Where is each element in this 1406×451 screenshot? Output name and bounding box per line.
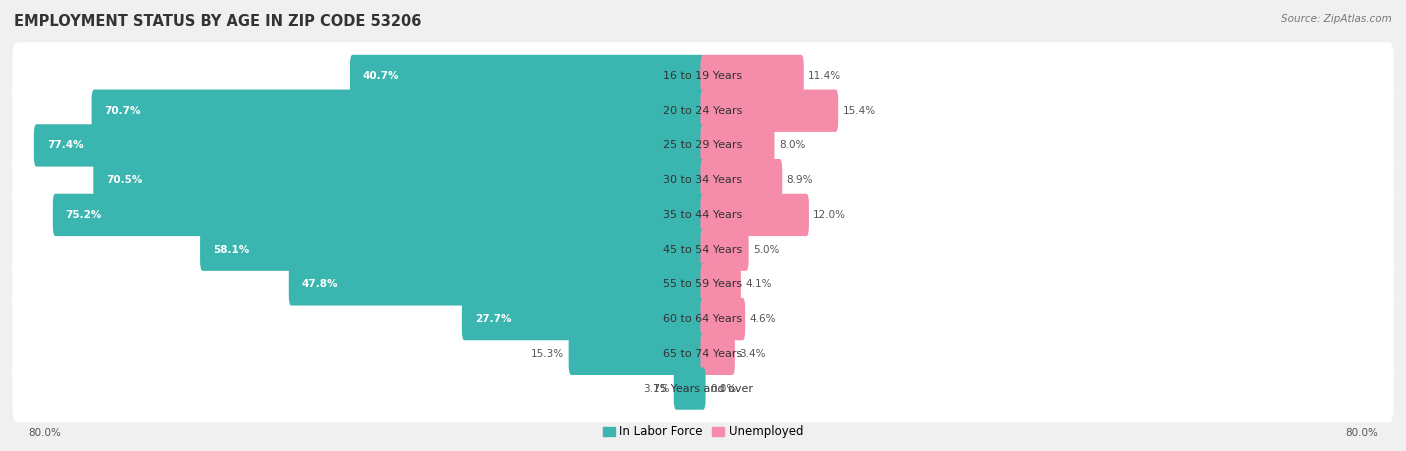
Text: 4.1%: 4.1% [745,279,772,290]
Text: Source: ZipAtlas.com: Source: ZipAtlas.com [1281,14,1392,23]
Text: 45 to 54 Years: 45 to 54 Years [664,244,742,255]
Text: 35 to 44 Years: 35 to 44 Years [664,210,742,220]
Text: 80.0%: 80.0% [28,428,60,438]
Text: 8.0%: 8.0% [779,140,806,151]
FancyBboxPatch shape [700,90,838,132]
FancyBboxPatch shape [91,90,706,132]
Text: 4.6%: 4.6% [749,314,776,324]
FancyBboxPatch shape [13,181,1393,249]
Text: 70.7%: 70.7% [104,106,141,116]
FancyBboxPatch shape [13,320,1393,387]
FancyBboxPatch shape [700,194,808,236]
Text: 8.9%: 8.9% [786,175,813,185]
FancyBboxPatch shape [568,333,706,375]
Text: 20 to 24 Years: 20 to 24 Years [664,106,742,116]
FancyBboxPatch shape [700,298,745,340]
FancyBboxPatch shape [673,368,706,410]
FancyBboxPatch shape [13,285,1393,353]
Text: 40.7%: 40.7% [363,71,399,81]
Text: 3.1%: 3.1% [643,383,669,394]
FancyBboxPatch shape [13,355,1393,422]
Text: 55 to 59 Years: 55 to 59 Years [664,279,742,290]
FancyBboxPatch shape [700,263,741,305]
Legend: In Labor Force, Unemployed: In Labor Force, Unemployed [598,420,808,443]
FancyBboxPatch shape [288,263,706,305]
Text: 30 to 34 Years: 30 to 34 Years [664,175,742,185]
Text: 11.4%: 11.4% [808,71,841,81]
FancyBboxPatch shape [93,159,706,201]
FancyBboxPatch shape [13,42,1393,110]
FancyBboxPatch shape [700,333,735,375]
FancyBboxPatch shape [53,194,706,236]
Text: EMPLOYMENT STATUS BY AGE IN ZIP CODE 53206: EMPLOYMENT STATUS BY AGE IN ZIP CODE 532… [14,14,422,28]
FancyBboxPatch shape [700,159,782,201]
Text: 15.3%: 15.3% [531,349,564,359]
Text: 0.0%: 0.0% [710,383,737,394]
FancyBboxPatch shape [13,77,1393,144]
FancyBboxPatch shape [13,112,1393,179]
Text: 70.5%: 70.5% [107,175,142,185]
FancyBboxPatch shape [13,216,1393,283]
Text: 25 to 29 Years: 25 to 29 Years [664,140,742,151]
Text: 3.4%: 3.4% [740,349,766,359]
Text: 15.4%: 15.4% [842,106,876,116]
Text: 75 Years and over: 75 Years and over [652,383,754,394]
FancyBboxPatch shape [700,124,775,166]
FancyBboxPatch shape [200,229,706,271]
FancyBboxPatch shape [350,55,706,97]
FancyBboxPatch shape [461,298,706,340]
Text: 12.0%: 12.0% [813,210,846,220]
FancyBboxPatch shape [700,229,748,271]
FancyBboxPatch shape [13,147,1393,214]
Text: 58.1%: 58.1% [212,244,249,255]
Text: 75.2%: 75.2% [66,210,103,220]
Text: 60 to 64 Years: 60 to 64 Years [664,314,742,324]
Text: 5.0%: 5.0% [754,244,779,255]
Text: 65 to 74 Years: 65 to 74 Years [664,349,742,359]
FancyBboxPatch shape [34,124,706,166]
Text: 47.8%: 47.8% [302,279,339,290]
FancyBboxPatch shape [13,251,1393,318]
Text: 27.7%: 27.7% [475,314,512,324]
Text: 16 to 19 Years: 16 to 19 Years [664,71,742,81]
FancyBboxPatch shape [700,55,804,97]
Text: 80.0%: 80.0% [1346,428,1378,438]
Text: 77.4%: 77.4% [46,140,83,151]
